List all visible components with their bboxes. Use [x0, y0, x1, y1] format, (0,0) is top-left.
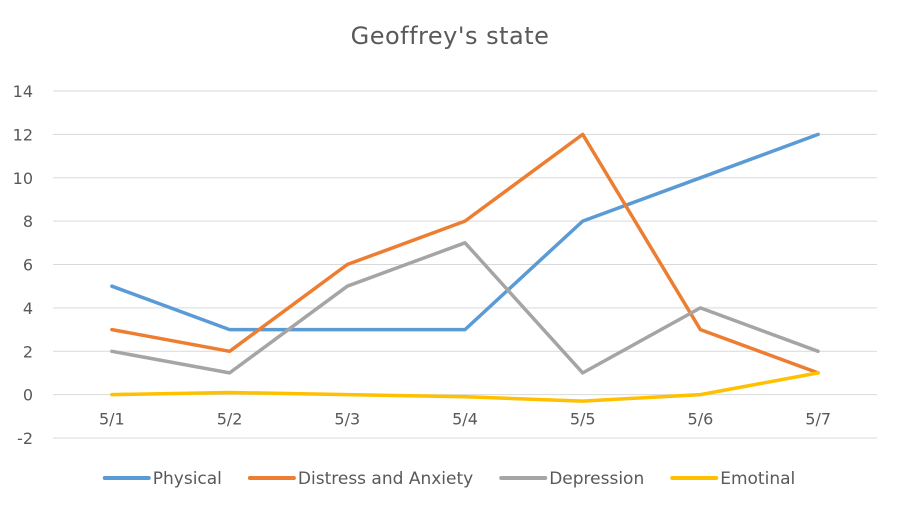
- legend-label: Depression: [549, 469, 644, 489]
- x-tick-label: 5/1: [99, 410, 125, 429]
- y-tick-label: 12: [13, 125, 33, 144]
- y-tick-label: 4: [23, 299, 33, 318]
- y-tick-label: 2: [23, 342, 33, 361]
- x-tick-label: 5/4: [452, 410, 478, 429]
- y-tick-label: 0: [23, 386, 33, 405]
- y-tick-label: -2: [17, 429, 33, 448]
- legend-label: Physical: [153, 469, 222, 489]
- x-tick-label: 5/7: [805, 410, 831, 429]
- y-tick-label: 10: [13, 169, 33, 188]
- series-line-1: [110, 132, 820, 375]
- x-tick-label: 5/2: [217, 410, 243, 429]
- x-tick-label: 5/5: [570, 410, 596, 429]
- series-line-0: [110, 132, 820, 332]
- legend-label: Distress and Anxiety: [298, 469, 473, 489]
- chart-title: Geoffrey's state: [350, 22, 550, 50]
- x-tick-label: 5/6: [688, 410, 714, 429]
- y-tick-label: 8: [23, 212, 33, 231]
- x-tick-label: 5/3: [334, 410, 360, 429]
- y-tick-label: 6: [23, 256, 33, 275]
- y-tick-label: 14: [13, 82, 33, 101]
- legend-label: Emotinal: [720, 469, 795, 489]
